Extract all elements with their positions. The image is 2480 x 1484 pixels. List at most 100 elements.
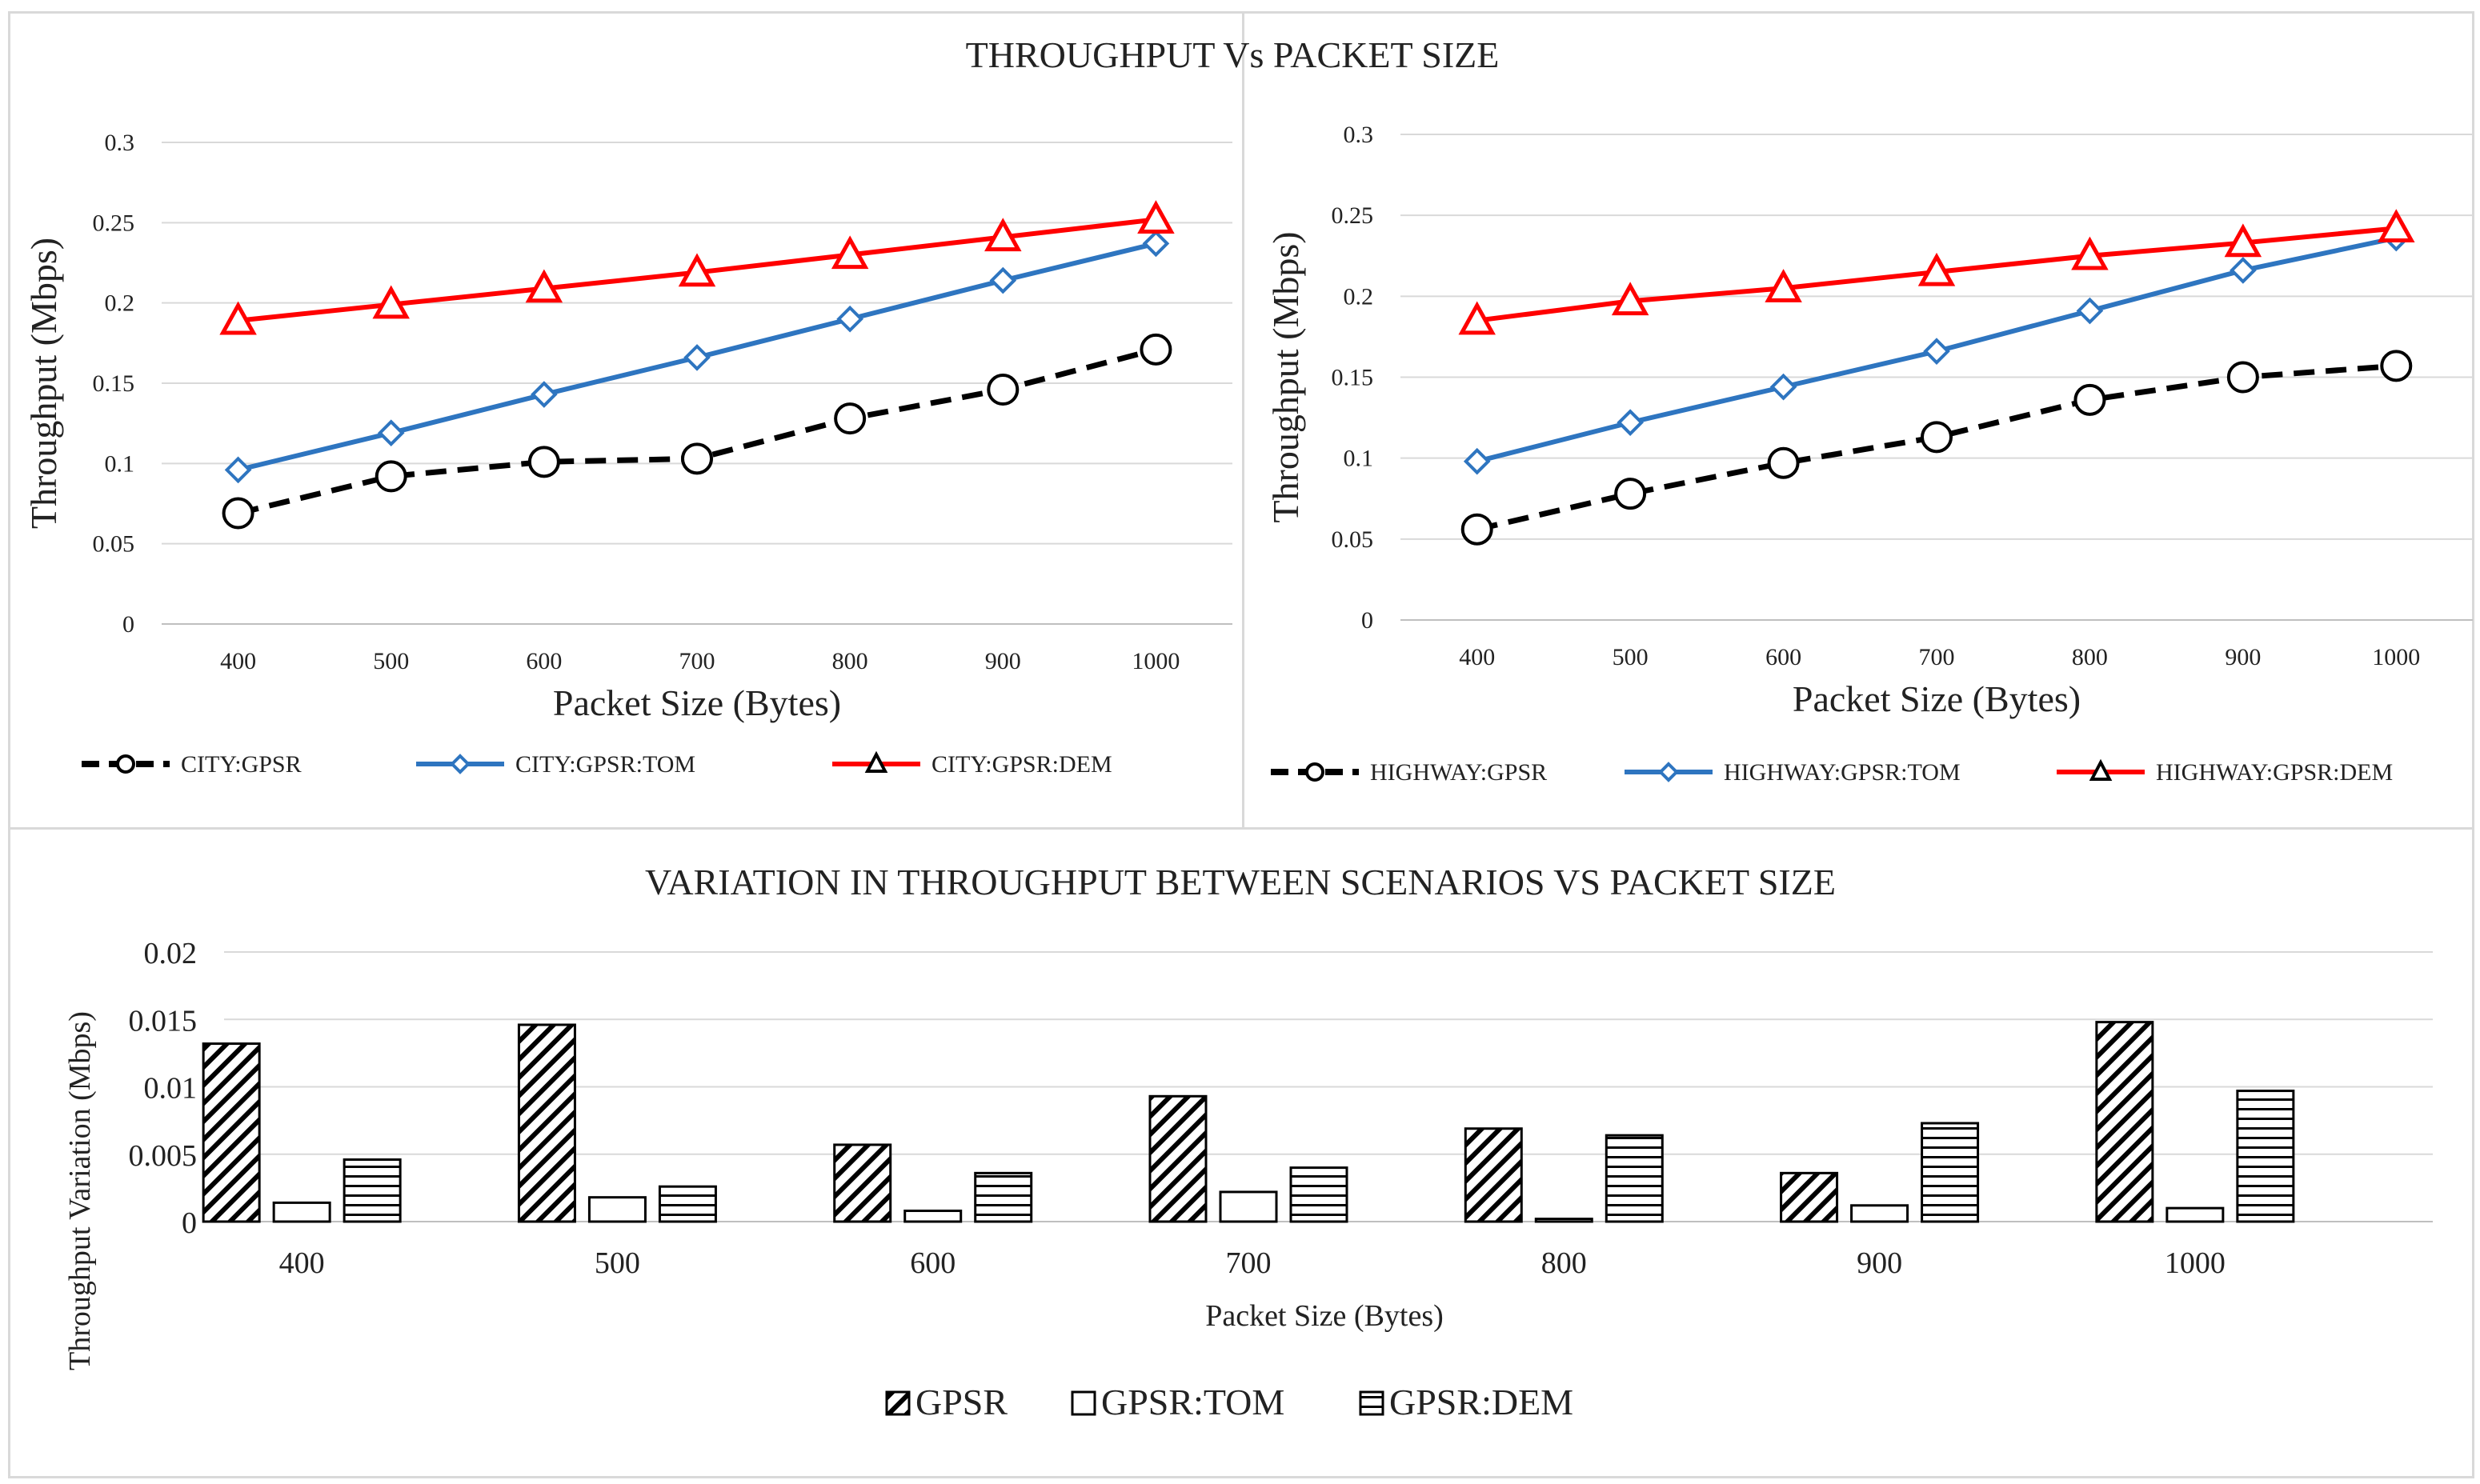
bar-dem	[343, 1158, 402, 1223]
legend-marker-dem	[864, 750, 888, 773]
bar-tom	[1850, 1204, 1909, 1223]
data-point-gpsr	[2226, 361, 2259, 394]
bar-gpsr	[1780, 1171, 1839, 1223]
y-tick-label: 0.25	[1332, 202, 1374, 229]
x-tick-label: 400	[279, 1246, 325, 1280]
y-tick-label: 0	[122, 611, 134, 638]
x-tick-label: 500	[1613, 644, 1649, 670]
data-point-gpsr	[2380, 350, 2413, 382]
x-tick-label: 500	[373, 648, 409, 674]
data-point-dem	[1765, 269, 1802, 302]
y-axis-title: Throughput (Mbps)	[1265, 231, 1306, 522]
data-point-tom	[224, 456, 252, 484]
bar-dem	[1289, 1166, 1348, 1223]
data-point-tom	[377, 419, 405, 447]
x-tick-label: 400	[1459, 644, 1495, 670]
panel-city	[8, 11, 1247, 832]
data-point-dem	[1137, 200, 1175, 234]
data-point-tom	[683, 344, 711, 371]
bar-tom	[587, 1196, 647, 1223]
x-axis-title: Packet Size (Bytes)	[1205, 1299, 1444, 1333]
data-point-gpsr	[987, 374, 1020, 406]
data-point-dem	[372, 285, 410, 319]
legend-marker-tom	[1658, 762, 1679, 782]
y-tick-label: 0.05	[1332, 526, 1374, 553]
data-point-dem	[1917, 252, 1956, 286]
legend-label-dem: CITY:GPSR:DEM	[932, 751, 1112, 778]
bar-dem	[1605, 1134, 1664, 1223]
highway-line-chart: 0 0.05 0.1 0.15 0.2 0.25 0.3 400 500 600 700 800 900…	[1265, 122, 2473, 786]
data-point-tom	[2230, 257, 2257, 284]
data-point-dem	[219, 301, 257, 335]
y-tick-label: 0.005	[129, 1139, 198, 1173]
x-axis-title: Packet Size (Bytes)	[553, 682, 841, 723]
bar-tom	[2165, 1206, 2225, 1223]
bar-tom	[272, 1201, 331, 1223]
y-tick-label: 0.3	[1344, 122, 1374, 148]
data-point-gpsr	[2073, 383, 2106, 416]
legend-label-dem: HIGHWAY:GPSR:DEM	[2156, 759, 2393, 786]
legend-marker-gpsr	[1305, 762, 1324, 782]
bar-gpsr	[517, 1023, 576, 1223]
data-point-dem	[1611, 282, 1649, 316]
x-axis-title: Packet Size (Bytes)	[1793, 678, 2081, 719]
data-point-dem	[984, 218, 1022, 252]
bar-dem	[974, 1171, 1033, 1223]
y-tick-label: 0	[1361, 607, 1373, 634]
y-tick-label: 0.15	[93, 370, 135, 397]
y-tick-label: 0.01	[144, 1072, 198, 1106]
bottom-title: VARIATION IN THROUGHPUT BETWEEN SCENARIO…	[645, 862, 1836, 902]
bar-tom	[1219, 1190, 1278, 1223]
x-tick-label: 600	[1765, 644, 1801, 670]
legend-label-gpsr: CITY:GPSR	[181, 751, 302, 778]
top-title: THROUGHPUT Vs PACKET SIZE	[966, 34, 1500, 75]
legend-marker-dem	[2089, 758, 2113, 781]
data-point-tom	[531, 381, 558, 408]
x-tick-label: 1000	[1132, 648, 1180, 674]
bar-dem	[1921, 1122, 1980, 1223]
data-point-tom	[2076, 297, 2104, 325]
y-tick-label: 0.1	[1344, 446, 1374, 472]
legend-marker-tom	[450, 754, 471, 774]
series-line-gpsr	[237, 346, 1157, 516]
city-line-chart: 0 0.05 0.1 0.15 0.2 0.25 0.3 400 500 600 700 800 900…	[23, 130, 1232, 778]
data-point-tom	[1923, 338, 1950, 365]
y-tick-label: 0.05	[93, 531, 135, 558]
bar-gpsr	[2095, 1021, 2154, 1223]
x-tick-label: 800	[1541, 1246, 1587, 1280]
y-tick-label: 0.3	[105, 130, 135, 156]
variation-bar-chart: 0 0.005 0.01 0.015 0.02 400 500 600 700 800 900 100…	[63, 937, 2433, 1422]
x-tick-label: 800	[832, 648, 868, 674]
data-point-dem	[1458, 301, 1496, 335]
bar-dem	[658, 1185, 717, 1223]
data-point-dem	[2071, 236, 2109, 270]
legend-label-dem: GPSR:DEM	[1389, 1382, 1573, 1422]
y-tick-label: 0.1	[105, 450, 135, 477]
x-tick-label: 600	[526, 648, 562, 674]
bar-gpsr	[1148, 1094, 1208, 1223]
x-tick-label: 800	[2072, 644, 2108, 670]
data-point-tom	[1769, 373, 1797, 401]
x-tick-label: 700	[679, 648, 715, 674]
bar-dem	[2236, 1090, 2295, 1223]
legend-swatch-tom	[1071, 1390, 1096, 1416]
data-point-gpsr	[527, 446, 560, 478]
y-tick-label: 0.015	[129, 1004, 198, 1038]
x-tick-label: 900	[2225, 644, 2261, 670]
data-point-gpsr	[1614, 478, 1647, 510]
data-point-gpsr	[375, 460, 407, 493]
legend-label-tom: CITY:GPSR:TOM	[515, 751, 695, 778]
x-tick-label: 600	[910, 1246, 956, 1280]
data-point-dem	[2224, 223, 2262, 258]
bar-gpsr	[1464, 1127, 1523, 1223]
y-tick-label: 0.15	[1332, 365, 1374, 391]
bar-tom	[1534, 1218, 1593, 1223]
legend-label-tom: GPSR:TOM	[1101, 1382, 1284, 1422]
data-point-tom	[1463, 447, 1491, 475]
x-tick-label: 400	[220, 648, 256, 674]
legend-label-gpsr: HIGHWAY:GPSR	[1370, 759, 1547, 786]
y-tick-label: 0.2	[1344, 283, 1374, 310]
data-point-tom	[1617, 409, 1644, 436]
